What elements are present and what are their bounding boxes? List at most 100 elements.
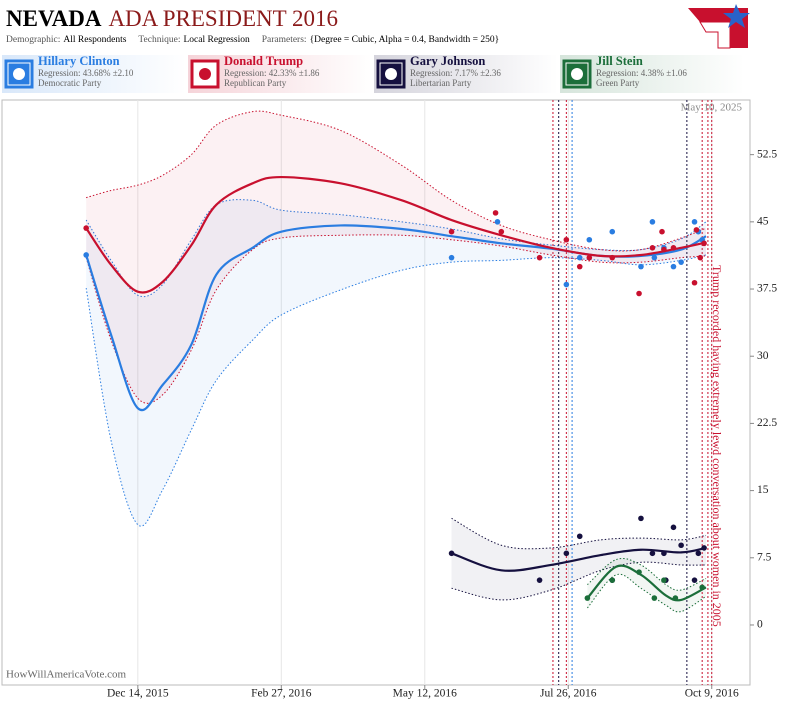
poll-point	[661, 577, 667, 583]
x-tick-label: Feb 27, 2016	[251, 688, 312, 700]
poll-point	[649, 219, 656, 225]
poll-point	[651, 595, 658, 601]
bands	[85, 110, 707, 613]
poll-point	[661, 550, 667, 557]
band-upper	[86, 110, 707, 252]
poll-point	[649, 245, 656, 251]
y-tick-label: 45	[757, 215, 769, 227]
trend-line	[451, 546, 707, 572]
legend-party: Democratic Party	[38, 78, 102, 88]
demographic-label: Demographic:	[6, 35, 60, 45]
poll-point	[701, 240, 707, 247]
y-tick-label: 22.5	[757, 417, 777, 429]
poll-point	[563, 281, 570, 288]
subheader: Demographic: All Respondents Technique: Loc…	[6, 35, 499, 45]
x-tick-label: Oct 9, 2016	[685, 688, 739, 700]
legend-icon-inner	[565, 62, 589, 86]
legend-icon-glyph	[571, 68, 583, 80]
poll-point	[699, 584, 705, 591]
poll-point	[563, 550, 570, 557]
poll-point	[636, 569, 642, 575]
poll-point	[691, 279, 698, 286]
poll-point	[701, 545, 707, 551]
band-lower	[85, 234, 707, 404]
legend-regression: Regression: 7.17% ±2.36	[410, 68, 501, 78]
points	[83, 210, 707, 601]
poll-point	[638, 263, 644, 270]
legend-icon-inner	[7, 62, 31, 86]
legend-icon-glyph	[13, 68, 25, 80]
plot-frame	[1, 99, 751, 686]
band-area	[86, 111, 707, 404]
y-tick-label: 30	[757, 350, 769, 362]
page-title: NEVADA ADA PRESIDENT 2016	[6, 6, 338, 31]
legend-name: Gary Johnson	[410, 54, 485, 68]
legend-party: Libertarian Party	[410, 78, 472, 88]
poll-point	[586, 254, 593, 261]
band-lower	[85, 254, 707, 527]
y-tick-label: 7.5	[757, 551, 772, 563]
poll-point	[670, 263, 677, 270]
poll-point	[636, 290, 642, 297]
band-upper	[451, 517, 707, 550]
band-lower	[587, 573, 707, 613]
poll-point	[649, 550, 656, 557]
trend-line	[586, 564, 707, 602]
poll-point	[536, 577, 543, 583]
state: NEVADA	[6, 6, 102, 31]
poll-point	[691, 577, 698, 583]
poll-point	[576, 263, 583, 270]
legend-icon-glyph	[385, 68, 397, 80]
poll-point	[448, 254, 455, 261]
poll-point	[693, 227, 700, 233]
legend-icon-inner	[379, 62, 403, 86]
poll-point	[651, 254, 658, 261]
poll-point	[448, 228, 455, 235]
poll-point	[492, 210, 499, 216]
poll-point	[584, 595, 591, 601]
poll-point	[670, 245, 677, 251]
band-upper	[85, 199, 707, 298]
axes: Dec 14, 2015 Feb 27, 2016 May 12, 2016 Jul …	[107, 148, 777, 699]
poll-point	[83, 225, 89, 231]
poll-point	[536, 254, 543, 261]
x-tick-label: Jul 26, 2016	[540, 688, 597, 700]
poll-point	[576, 254, 583, 261]
legend-party: Republican Party	[224, 78, 287, 88]
poll-point	[83, 252, 89, 258]
legend-party: Green Party	[596, 78, 640, 88]
poll-point	[586, 236, 593, 243]
x-tick-label: Dec 14, 2015	[107, 688, 169, 700]
x-tick-label: May 12, 2016	[393, 688, 457, 700]
poll-point	[563, 236, 570, 243]
date-stamp: May 10, 2025	[681, 102, 743, 114]
y-tick-label: 52.5	[757, 148, 777, 160]
y-tick-label: 37.5	[757, 283, 777, 295]
legend-name: Hillary Clinton	[38, 54, 120, 68]
technique: Local Regression	[184, 35, 250, 45]
poll-point	[672, 595, 679, 601]
logo-star	[723, 4, 750, 28]
poll-point	[638, 515, 644, 522]
y-tick-label: 0	[757, 619, 763, 631]
legend-regression: Regression: 43.68% ±2.10	[38, 68, 134, 78]
poll-point	[576, 533, 583, 540]
demographic: All Respondents	[63, 35, 126, 45]
legend-icon-glyph	[199, 68, 211, 80]
parameters-label: Parameters:	[262, 35, 307, 45]
annotation: Trump recorded having extremely lewd con…	[710, 265, 724, 627]
logo-white	[699, 21, 731, 49]
poll-point	[498, 228, 505, 235]
poll-point	[678, 259, 684, 265]
y-tick-label: 15	[757, 484, 769, 496]
poll-point	[695, 550, 702, 557]
technique-label: Technique:	[138, 35, 180, 45]
legend-regression: Regression: 42.33% ±1.86	[224, 68, 320, 78]
poll-point	[697, 254, 704, 261]
poll-point	[609, 577, 616, 583]
band-area	[86, 199, 707, 527]
events: Trump recorded having extremely lewd con…	[552, 100, 724, 685]
title: ADA PRESIDENT 2016	[108, 6, 338, 31]
poll-point	[448, 550, 455, 557]
